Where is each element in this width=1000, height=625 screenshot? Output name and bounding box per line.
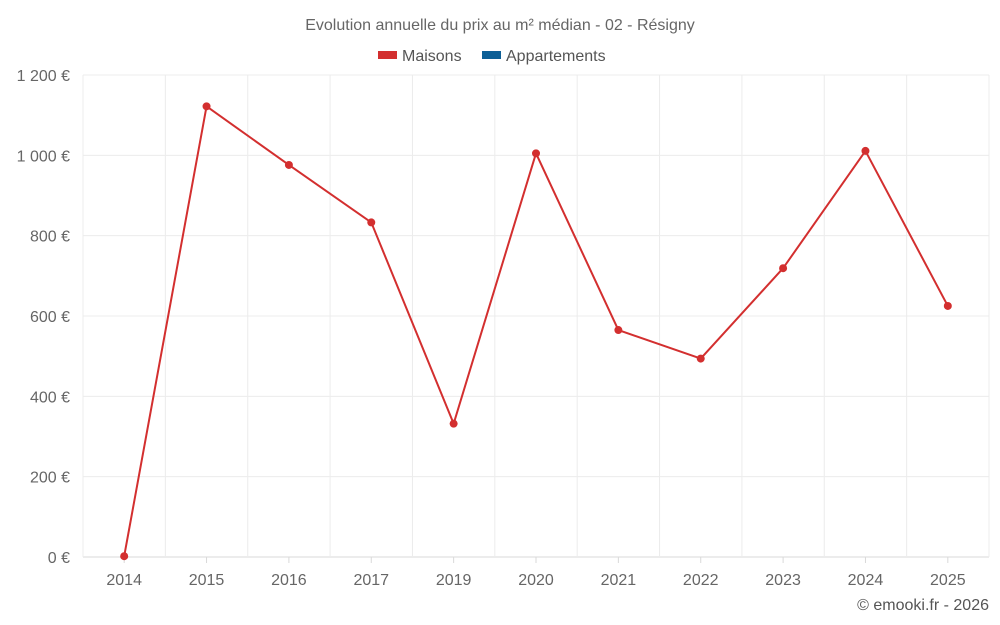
legend-swatch-appartements <box>482 51 501 59</box>
x-tick-label: 2021 <box>601 572 637 589</box>
y-tick-label: 1 000 € <box>17 148 70 165</box>
chart-title: Evolution annuelle du prix au m² médian … <box>305 17 695 34</box>
legend-swatch-maisons <box>378 51 397 59</box>
data-point-maisons[interactable] <box>120 552 129 561</box>
legend-item-maisons[interactable]: Maisons <box>378 48 462 65</box>
data-point-maisons[interactable] <box>861 146 870 155</box>
y-axis-ticks: 0 € 200 € 400 € 600 € 800 € 1 000 € 1 200 € <box>17 68 70 567</box>
y-tick-label: 400 € <box>30 389 70 406</box>
x-tick-label: 2025 <box>930 572 966 589</box>
data-point-maisons[interactable] <box>284 160 293 169</box>
x-tick-label: 2019 <box>436 572 472 589</box>
data-point-maisons[interactable] <box>943 301 952 310</box>
legend-label-appartements: Appartements <box>506 48 606 65</box>
data-point-maisons[interactable] <box>614 326 623 335</box>
x-axis-ticks: 2014 2015 2016 2017 2019 2020 2021 2022 2023 2024… <box>106 557 966 589</box>
data-point-maisons[interactable] <box>696 354 705 363</box>
x-tick-label: 2020 <box>518 572 554 589</box>
x-tick-label: 2014 <box>106 572 142 589</box>
x-tick-label: 2016 <box>271 572 307 589</box>
y-tick-label: 600 € <box>30 309 70 326</box>
data-point-maisons[interactable] <box>779 264 788 273</box>
series-maisons <box>120 102 952 561</box>
x-tick-label: 2017 <box>353 572 389 589</box>
data-point-maisons[interactable] <box>532 149 540 158</box>
x-tick-label: 2024 <box>848 572 884 589</box>
legend-item-appartements[interactable]: Appartements <box>482 48 606 65</box>
credit-text: © emooki.fr - 2026 <box>857 597 989 614</box>
y-tick-label: 1 200 € <box>17 68 70 85</box>
x-tick-label: 2023 <box>765 572 801 589</box>
data-point-maisons[interactable] <box>367 218 376 227</box>
y-tick-label: 800 € <box>30 229 70 246</box>
y-tick-label: 200 € <box>30 470 70 487</box>
x-tick-label: 2022 <box>683 572 719 589</box>
legend-label-maisons: Maisons <box>402 48 462 65</box>
data-point-maisons[interactable] <box>202 102 211 111</box>
data-point-maisons[interactable] <box>449 419 458 428</box>
x-tick-label: 2015 <box>189 572 225 589</box>
gridlines <box>82 74 990 558</box>
y-tick-label: 0 € <box>48 550 70 567</box>
legend: Maisons Appartements <box>378 48 606 65</box>
